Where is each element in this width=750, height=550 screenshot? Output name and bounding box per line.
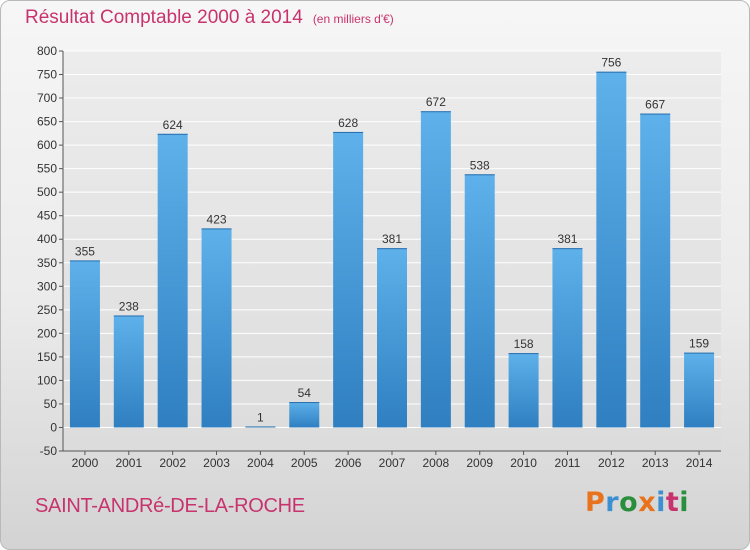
x-tick-label-2002: 2002 — [159, 456, 186, 470]
data-label-2007: 381 — [382, 232, 402, 246]
data-label-2000: 355 — [75, 244, 95, 258]
bar-2008 — [420, 111, 451, 428]
x-tick-label-2004: 2004 — [247, 456, 274, 470]
data-label-2005: 54 — [298, 386, 312, 400]
place-name: SAINT-ANDRé-DE-LA-ROCHE — [35, 495, 305, 517]
data-label-2002: 624 — [163, 118, 183, 132]
x-tick-label-2009: 2009 — [466, 456, 493, 470]
bar-edge-2007 — [377, 248, 407, 250]
bar-2011 — [552, 248, 583, 428]
y-tick-label: 500 — [37, 185, 57, 199]
data-label-2006: 628 — [338, 116, 358, 130]
axes: -50 0 50 100 150 200 250 300 350 400 450 500 550 600 6… — [37, 44, 721, 470]
bar-edge-2012 — [596, 71, 627, 73]
x-tick-label-2010: 2010 — [510, 456, 537, 470]
bar-edge-2004 — [245, 426, 276, 428]
y-tick-label: 800 — [37, 44, 57, 58]
y-tick-label: 700 — [37, 91, 57, 105]
bars — [69, 71, 715, 428]
chart-title-block: Résultat Comptable 2000 à 2014 (en millie… — [25, 7, 394, 29]
bar-edge-2009 — [464, 174, 495, 176]
bar-edge-2002 — [157, 133, 188, 135]
bar-2003 — [201, 228, 232, 428]
y-tick-label: 750 — [37, 68, 57, 82]
logo-letter: o — [619, 487, 639, 518]
x-tick-label-2007: 2007 — [379, 456, 406, 470]
bar-2006 — [333, 131, 364, 428]
logo-letter: r — [605, 487, 620, 518]
y-tick-label: 650 — [37, 115, 57, 129]
bar-2012 — [596, 71, 627, 428]
bar-2013 — [640, 113, 671, 428]
x-tick-label-2001: 2001 — [115, 456, 142, 470]
y-tick-label: 350 — [37, 256, 57, 270]
y-tick-label: 250 — [37, 303, 57, 317]
bar-2014 — [684, 352, 715, 428]
x-tick-label-2008: 2008 — [423, 456, 450, 470]
proxiti-logo: Proxiti — [585, 487, 689, 518]
y-tick-label: 50 — [44, 397, 58, 411]
data-label-2013: 667 — [645, 98, 665, 112]
data-label-2001: 238 — [119, 299, 139, 313]
bar-edge-2006 — [333, 131, 364, 133]
bar-2002 — [157, 133, 188, 428]
logo-letter: i — [679, 487, 690, 518]
y-tick-label: 300 — [37, 279, 57, 293]
y-tick-label: 100 — [37, 373, 57, 387]
data-label-2003: 423 — [207, 212, 227, 226]
bar-edge-2005 — [289, 402, 320, 404]
bar-edge-2000 — [69, 260, 100, 262]
bar-2007 — [377, 248, 407, 428]
bar-2001 — [113, 315, 144, 428]
data-label-2004: 1 — [257, 410, 264, 424]
x-tick-label-2013: 2013 — [642, 456, 669, 470]
chart-title: Résultat Comptable 2000 à 2014 — [25, 7, 303, 28]
bar-edge-2003 — [201, 228, 232, 230]
bar-edge-2010 — [508, 353, 539, 355]
y-tick-label: 150 — [37, 350, 57, 364]
y-tick-label: 450 — [37, 209, 57, 223]
x-tick-label-2014: 2014 — [686, 456, 713, 470]
logo-letter: i — [656, 487, 666, 518]
data-label-2012: 756 — [601, 56, 621, 70]
y-tick-label: 550 — [37, 162, 57, 176]
data-labels: 355 238 624 423 1 54 628 381 672 538 158 381 756 667 1… — [75, 56, 709, 425]
y-tick-label: -50 — [40, 444, 58, 458]
chart-unit-note: (en milliers d'€) — [312, 12, 394, 26]
x-tick-label-2012: 2012 — [598, 456, 625, 470]
logo-letter: t — [665, 487, 680, 518]
bar-2000 — [69, 260, 100, 428]
data-label-2009: 538 — [470, 158, 490, 172]
x-tick-label-2005: 2005 — [291, 456, 318, 470]
data-label-2010: 158 — [514, 337, 534, 351]
data-label-2011: 381 — [557, 232, 577, 246]
bar-edge-2008 — [420, 111, 451, 113]
data-label-2014: 159 — [689, 337, 709, 351]
bar-2009 — [464, 174, 495, 428]
bar-edge-2013 — [640, 113, 671, 115]
bar-2010 — [508, 353, 539, 428]
bar-edge-2014 — [684, 352, 715, 354]
logo-letter: P — [585, 487, 606, 518]
x-tick-label-2000: 2000 — [72, 456, 99, 470]
x-tick-label-2003: 2003 — [203, 456, 230, 470]
x-tick-label-2006: 2006 — [335, 456, 362, 470]
bar-edge-2011 — [552, 248, 583, 250]
y-tick-label: 400 — [37, 232, 57, 246]
data-label-2008: 672 — [426, 95, 446, 109]
x-tick-label-2011: 2011 — [555, 456, 581, 470]
y-tick-label: 0 — [50, 420, 57, 434]
y-tick-label: 600 — [37, 138, 57, 152]
bar-edge-2001 — [113, 315, 144, 317]
bar-2005 — [289, 402, 320, 428]
logo-letter: x — [638, 487, 657, 518]
y-tick-label: 200 — [37, 326, 57, 340]
